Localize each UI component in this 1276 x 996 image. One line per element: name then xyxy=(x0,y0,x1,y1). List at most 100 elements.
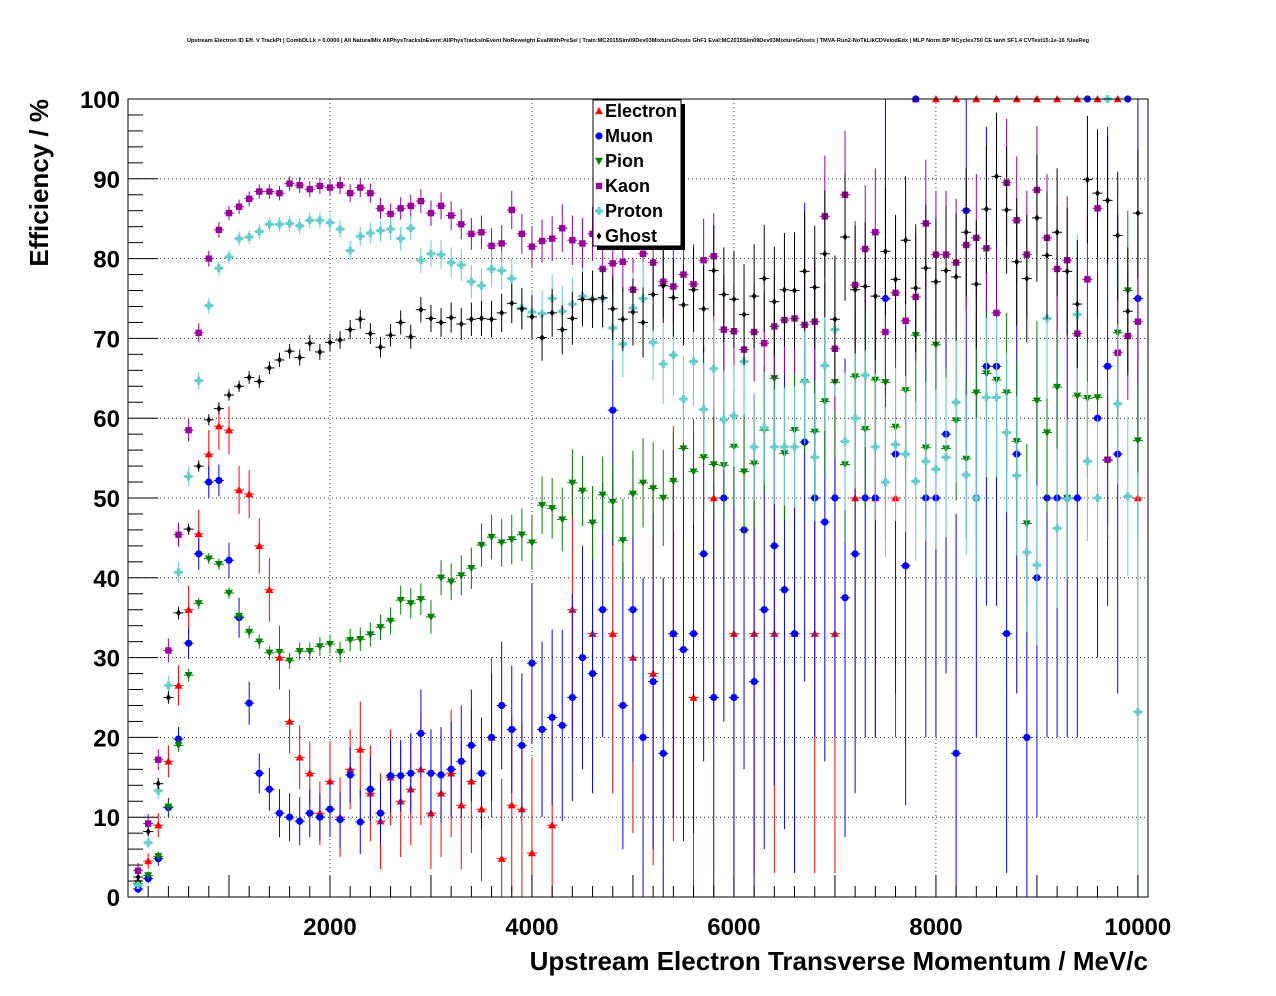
muon-point xyxy=(831,494,839,502)
ghost-point xyxy=(1074,300,1080,308)
ghost-point xyxy=(236,382,242,390)
electron-point xyxy=(184,605,193,613)
electron-point xyxy=(174,681,183,689)
kaon-point xyxy=(367,189,374,197)
proton-point xyxy=(770,442,779,451)
muon-point xyxy=(326,805,334,813)
kaon-point xyxy=(872,229,879,236)
muon-point xyxy=(477,769,486,777)
ghost-point xyxy=(610,305,616,313)
ghost-point xyxy=(246,373,252,382)
electron-point xyxy=(235,486,244,494)
kaon-point xyxy=(165,647,172,654)
pion-point xyxy=(1053,383,1062,392)
kaon-point xyxy=(437,202,445,210)
kaon-point xyxy=(195,329,202,337)
kaon-point xyxy=(761,339,768,347)
kaon-point xyxy=(579,240,586,247)
pion-point xyxy=(628,490,637,499)
proton-point xyxy=(760,423,769,432)
ghost-point xyxy=(691,286,696,294)
proton-point xyxy=(709,364,718,373)
pion-point xyxy=(366,631,375,639)
ghost-point xyxy=(307,339,313,347)
kaon-point xyxy=(134,867,142,874)
pion-point xyxy=(144,872,153,880)
legend-marker-proton xyxy=(595,207,604,215)
legend-label-kaon: Kaon xyxy=(605,176,650,196)
electron-point xyxy=(194,529,203,538)
muon-point xyxy=(629,606,637,614)
kaon-point xyxy=(458,221,465,228)
y-tick-label: 60 xyxy=(93,406,120,433)
kaon-point xyxy=(528,243,536,250)
pion-point xyxy=(568,479,577,487)
legend-entries: Electron Muon Pion Kaon Proton Ghost xyxy=(595,101,677,246)
muon-point xyxy=(730,693,738,702)
proton-point xyxy=(901,450,910,459)
muon-point xyxy=(568,693,576,702)
muon-point xyxy=(508,725,516,734)
pion-point xyxy=(396,596,405,605)
electron-point xyxy=(164,757,173,765)
proton-point xyxy=(1123,492,1132,501)
kaon-point xyxy=(296,181,303,189)
kaon-point xyxy=(498,240,505,247)
kaon-point xyxy=(1084,276,1091,283)
x-tick-label: 8000 xyxy=(909,914,962,941)
legend-label-muon: Muon xyxy=(605,126,653,146)
ghost-point xyxy=(650,290,656,299)
muon-point xyxy=(1023,733,1031,742)
ghost-point xyxy=(367,330,373,338)
proton-point xyxy=(1093,494,1102,502)
ghost-point xyxy=(196,462,202,470)
kaon-point xyxy=(559,225,566,232)
y-axis-title: Efficiency / % xyxy=(24,99,54,267)
proton-point xyxy=(729,411,738,420)
ghost-point xyxy=(994,172,999,181)
proton-point xyxy=(790,442,799,451)
ghost-point xyxy=(529,313,535,321)
muon-point xyxy=(558,721,566,730)
legend: Electron Muon Pion Kaon Proton Ghost xyxy=(592,99,685,250)
kaon-point xyxy=(336,181,344,189)
ghost-point xyxy=(771,298,777,306)
ghost-point xyxy=(953,273,959,281)
ghost-point xyxy=(580,295,585,303)
ghost-point xyxy=(337,336,343,344)
pion-point xyxy=(285,657,294,665)
kaon-point xyxy=(346,189,354,197)
plot-title: Upstream Electron ID Eff. V TrackPt | Co… xyxy=(187,38,1090,44)
kaon-point xyxy=(326,184,334,191)
proton-point xyxy=(841,437,850,446)
pion-point xyxy=(538,501,547,510)
electron-point xyxy=(608,629,617,637)
ghost-point xyxy=(357,315,363,323)
muon-point xyxy=(437,771,445,779)
ghost-point xyxy=(519,305,525,313)
pion-point xyxy=(265,649,274,657)
ghost-point xyxy=(1024,274,1030,283)
ghost-point xyxy=(640,318,646,327)
proton-point xyxy=(426,249,435,258)
kaon-point xyxy=(508,206,515,214)
legend-marker-kaon xyxy=(595,182,603,190)
proton-point xyxy=(386,225,395,234)
muon-point xyxy=(780,586,789,594)
ghost-point xyxy=(287,347,292,355)
muon-point xyxy=(821,518,829,526)
proton-point xyxy=(315,216,324,225)
pion-point xyxy=(174,742,183,750)
ghost-point xyxy=(226,391,232,399)
pion-point xyxy=(558,516,567,524)
pion-point xyxy=(608,498,617,506)
proton-point xyxy=(507,274,516,283)
proton-point xyxy=(376,226,385,235)
electron-point xyxy=(224,426,233,434)
kaon-point xyxy=(155,756,162,763)
pion-point xyxy=(507,536,516,544)
ghost-point xyxy=(165,693,171,702)
proton-point xyxy=(174,568,183,577)
ghost-point xyxy=(1064,267,1070,275)
legend-label-electron: Electron xyxy=(605,101,677,121)
